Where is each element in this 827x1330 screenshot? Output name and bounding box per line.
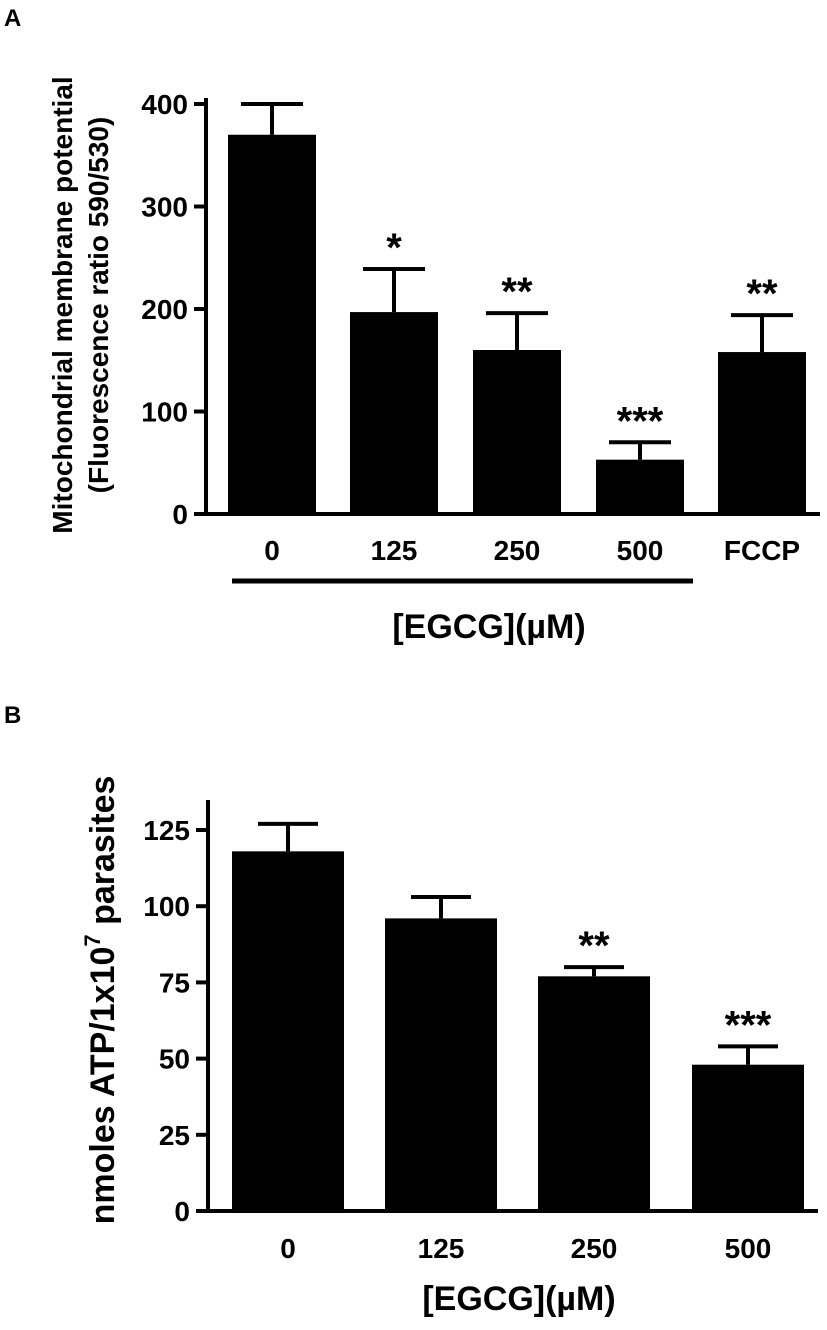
panel-b-x-tick-label: 0	[280, 1233, 296, 1264]
panel-b-x-tick-label: 250	[571, 1233, 618, 1264]
panel-b-x-axis-label: [EGCG](µM)	[422, 1280, 615, 1318]
panel-b-y-tick-label: 125	[143, 815, 190, 846]
panel-b: B nmoles ATP/1x107 parasites 0 25 50 75 100 1…	[4, 702, 818, 1318]
panel-b-y-tick-label: 100	[143, 891, 190, 922]
panel-a-x-tick-label: 500	[617, 535, 664, 566]
panel-b-label: B	[4, 702, 21, 729]
panel-a: A Mitochondrial membrane potential (Fluo…	[4, 5, 820, 646]
panel-b-bar	[385, 918, 497, 1211]
panel-b-bars: *****	[232, 821, 804, 1211]
panel-a-x-tick-label: 0	[264, 535, 280, 566]
panel-b-bar	[538, 976, 650, 1211]
panel-a-y-axis-label-line-1: Mitochondrial membrane potential	[47, 76, 78, 533]
panel-a-bar	[473, 350, 561, 514]
panel-a-x-tick-label: 125	[371, 535, 418, 566]
panel-b-x-tick-label: 125	[418, 1233, 465, 1264]
panel-b-y-axis-label-exponent: 7	[80, 934, 105, 946]
panel-a-y-tick-label: 300	[141, 192, 188, 223]
panel-b-x-tick-label: 500	[725, 1233, 772, 1264]
panel-a-significance-label: ***	[617, 399, 664, 443]
panel-a-significance-label: **	[746, 272, 778, 316]
panel-a-y-tick-label: 100	[141, 397, 188, 428]
panel-a-bars: ********	[228, 102, 806, 514]
panel-a-significance-label: *	[386, 226, 402, 270]
panel-b-bar	[692, 1064, 804, 1211]
panel-a-bar	[718, 352, 806, 514]
panel-a-x-axis-label: [EGCG](µM)	[392, 608, 585, 646]
panel-b-y-axis-label: nmoles ATP/1x107 parasites	[80, 776, 122, 1225]
panel-a-y-tick-label: 0	[172, 499, 188, 530]
panel-b-bar	[232, 851, 344, 1211]
panel-b-significance-label: ***	[725, 1003, 772, 1047]
panel-a-y-tick-label: 200	[141, 294, 188, 325]
panel-a-significance-label: **	[501, 270, 533, 314]
panel-b-y-tick-label: 50	[159, 1044, 190, 1075]
panel-a-label: A	[4, 5, 21, 32]
panel-b-y-tick-label: 75	[159, 967, 190, 998]
panel-a-bar	[350, 312, 438, 514]
panel-a-y-axis-label-line-2: (Fluorescence ratio 590/530)	[83, 117, 114, 494]
panel-a-x-tick-label: FCCP	[724, 535, 800, 566]
panel-a-bar	[228, 134, 316, 514]
panel-a-x-tick-label: 250	[494, 535, 541, 566]
panel-a-y-tick-label: 400	[141, 89, 188, 120]
panel-b-y-tick-label: 0	[174, 1196, 190, 1227]
panel-b-y-axis-label-main: nmoles ATP/1x10	[84, 947, 122, 1225]
panel-b-y-axis-label-tail: parasites	[84, 776, 122, 935]
panel-a-bar	[596, 459, 684, 514]
panel-b-significance-label: **	[578, 924, 610, 968]
panel-b-y-tick-label: 25	[159, 1120, 190, 1151]
